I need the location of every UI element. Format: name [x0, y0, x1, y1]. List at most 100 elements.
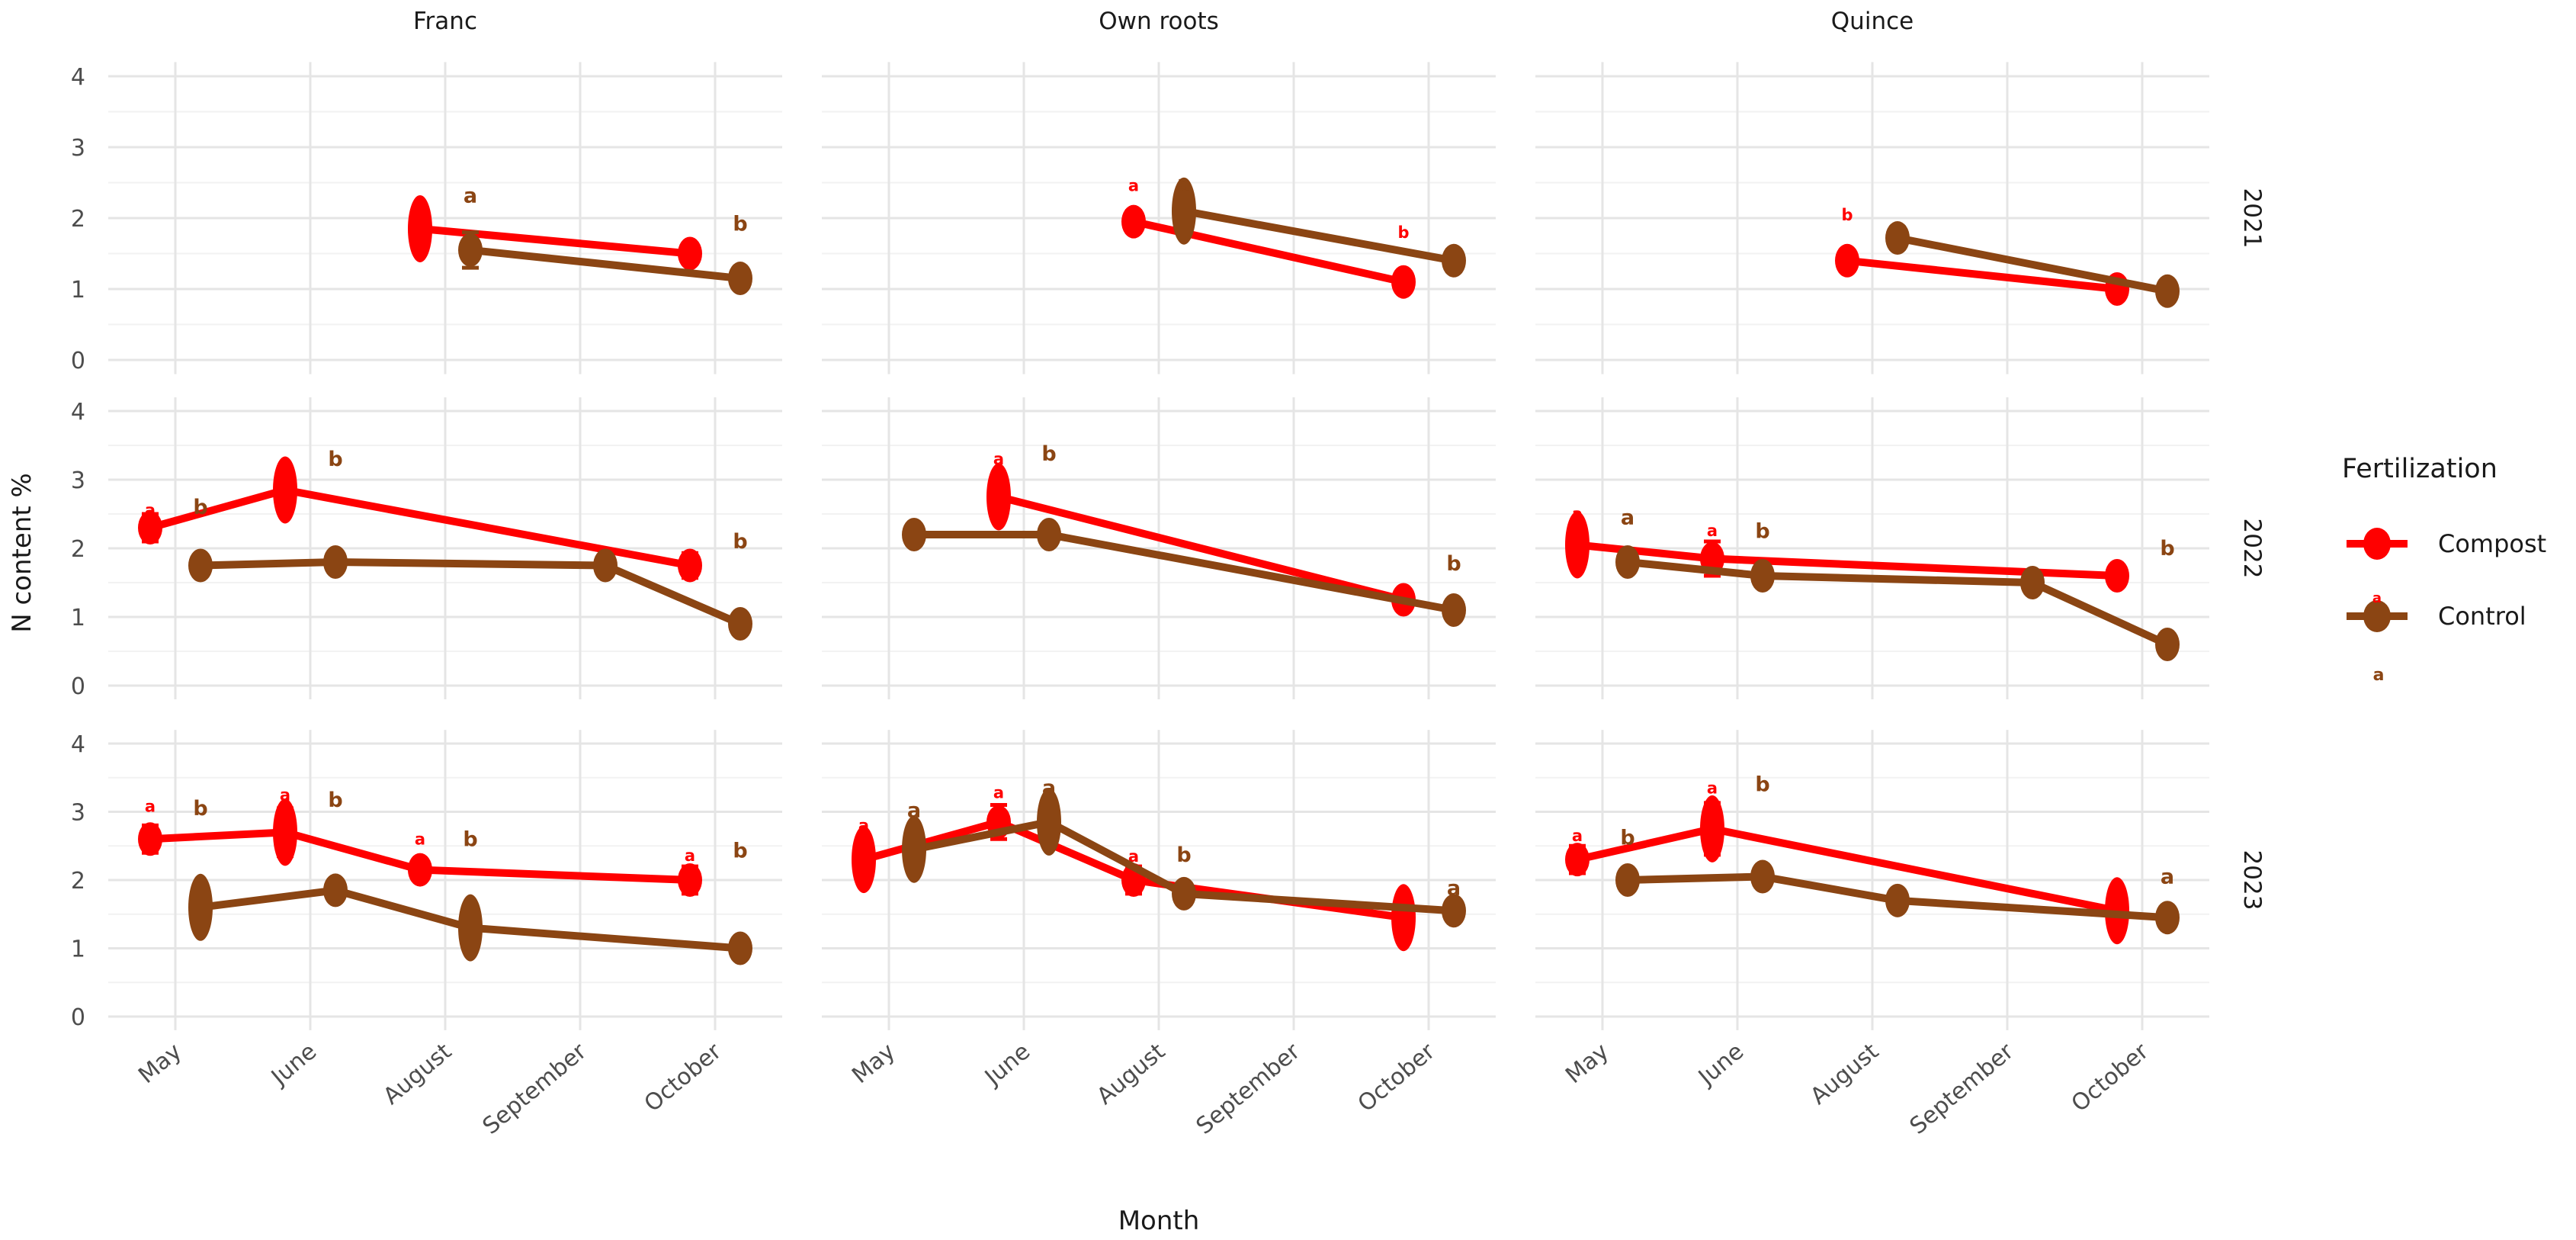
- y-tick-label: 3: [71, 135, 85, 162]
- control-point: [2155, 628, 2180, 661]
- compost-series: aa: [138, 453, 702, 583]
- x-axis-title: Month: [1118, 1206, 1200, 1236]
- control-line: [1627, 872, 2168, 922]
- control-point: [902, 815, 926, 883]
- significance-letter: a: [1447, 877, 1461, 901]
- control-line: [1183, 207, 1455, 265]
- significance-letter: a: [1177, 172, 1191, 195]
- control-series: b b b b: [188, 789, 752, 965]
- compost-point: [1565, 511, 1590, 579]
- control-point: [2020, 566, 2045, 599]
- significance-letter: a: [1572, 505, 1583, 523]
- y-tick-label: 1: [71, 277, 85, 304]
- y-tick-label: 2: [71, 206, 85, 233]
- significance-letter: b: [328, 789, 342, 812]
- legend-stray-letter: a: [2373, 666, 2385, 685]
- legend-title: Fertilization: [2342, 454, 2497, 484]
- control-point: [458, 894, 483, 962]
- legend-key: a: [2347, 590, 2408, 632]
- compost-point: [408, 853, 432, 887]
- facet-strip-label-year: 2022: [2238, 519, 2266, 579]
- control-point: [1750, 859, 1775, 894]
- control-point: [188, 873, 213, 941]
- significance-letter: a: [1621, 506, 1634, 530]
- significance-letter: b: [1841, 206, 1853, 224]
- significance-letter: b: [193, 496, 207, 519]
- facet-panel: [822, 62, 1496, 374]
- control-series: a b b: [1615, 506, 2180, 661]
- facet-panel: [108, 730, 782, 1030]
- control-point: [1037, 788, 1061, 856]
- control-point: [2155, 274, 2180, 308]
- facet-strip-label-year: 2023: [2238, 850, 2266, 911]
- significance-letter: b: [1397, 223, 1409, 242]
- control-point: [1885, 883, 1910, 917]
- significance-letter: a: [993, 450, 1004, 468]
- control-point: [1885, 221, 1910, 255]
- facet-strip-label-year: 2021: [2238, 188, 2266, 249]
- control-line: [1627, 558, 2170, 648]
- control-line: [200, 557, 742, 628]
- significance-letter: b: [733, 213, 747, 236]
- facet-strip-right: 2022: [2238, 519, 2266, 579]
- significance-letter: a: [1707, 522, 1718, 540]
- compost-point: [138, 511, 162, 545]
- y-tick-label: 3: [71, 467, 85, 494]
- significance-letter: b: [1620, 826, 1634, 850]
- significance-letter: a: [1707, 779, 1718, 797]
- significance-letter: a: [685, 846, 695, 865]
- y-axis-title: N content %: [7, 473, 37, 633]
- compost-point: [1391, 265, 1416, 299]
- compost-point: [273, 456, 297, 524]
- control-point: [458, 233, 483, 267]
- significance-letter: b: [1755, 773, 1769, 797]
- significance-letter: b: [1176, 843, 1191, 867]
- control-point: [1442, 894, 1466, 928]
- control-series: [1885, 221, 2180, 308]
- legend: Fertilization Compost a Control a: [2342, 454, 2546, 685]
- significance-letter: b: [733, 839, 747, 863]
- control-line: [200, 886, 741, 952]
- significance-letter: a: [1572, 827, 1583, 845]
- legend-key-letter: a: [2372, 590, 2382, 606]
- control-point: [728, 931, 752, 965]
- facet-panel: [822, 397, 1496, 699]
- legend-item-label: Control: [2438, 602, 2526, 631]
- significance-letter: b: [1041, 442, 1056, 466]
- significance-letter: a: [2161, 865, 2174, 888]
- control-point: [1037, 518, 1061, 551]
- control-series: a: [1172, 172, 1466, 278]
- control-point: [1615, 545, 1640, 579]
- compost-point: [138, 822, 162, 856]
- compost-point: [1565, 843, 1590, 877]
- compost-line: [1846, 256, 2118, 293]
- control-point: [2155, 901, 2180, 935]
- compost-point: [1121, 204, 1146, 239]
- control-point: [1442, 243, 1466, 278]
- control-line: [1897, 234, 2168, 295]
- control-point: [1615, 863, 1640, 897]
- y-tick-label: 2: [71, 868, 85, 895]
- control-series: bb: [902, 442, 1466, 627]
- control-line: [470, 246, 741, 283]
- significance-letter: a: [145, 798, 156, 816]
- y-tick-label: 4: [71, 731, 85, 758]
- significance-letter: a: [993, 784, 1004, 802]
- control-point: [323, 545, 348, 579]
- compost-series: aa: [1565, 779, 2129, 945]
- control-point: [902, 518, 926, 551]
- control-series: b b a: [1615, 773, 2180, 935]
- facet-strip-right: 2023: [2238, 850, 2266, 911]
- significance-letter: a: [1128, 847, 1139, 866]
- compost-point: [852, 826, 876, 894]
- significance-letter: b: [733, 530, 747, 554]
- significance-letter: a: [1042, 776, 1056, 800]
- y-tick-label: 1: [71, 605, 85, 631]
- significance-letter: a: [415, 830, 425, 848]
- control-point: [728, 262, 752, 296]
- control-series: ab: [458, 185, 752, 296]
- control-point: [323, 873, 348, 908]
- compost-point: [986, 463, 1011, 531]
